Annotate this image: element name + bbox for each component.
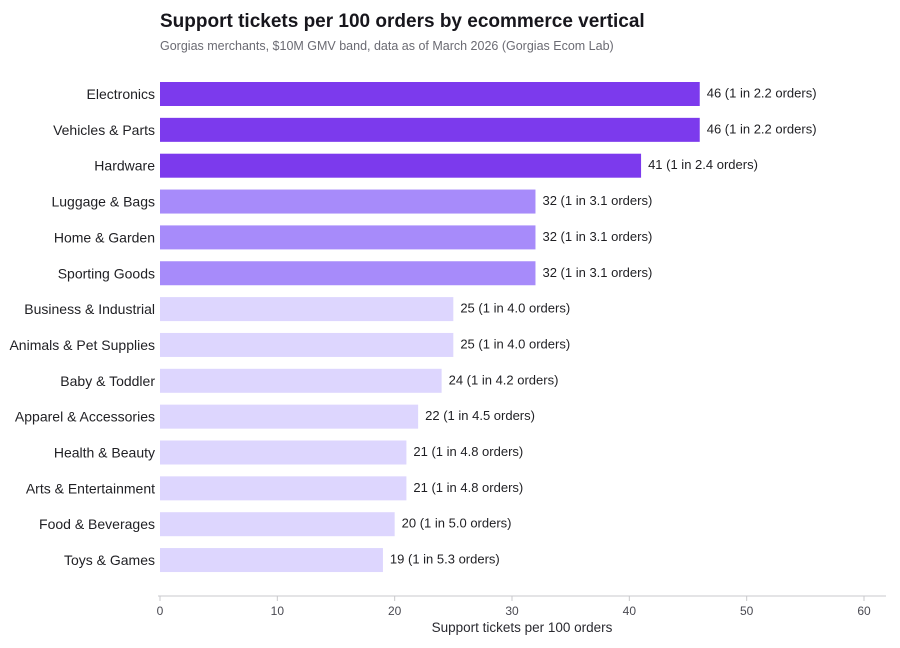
category-label: Hardware bbox=[94, 158, 155, 174]
x-tick-label: 0 bbox=[157, 604, 164, 618]
data-label: 46 (1 in 2.2 orders) bbox=[707, 86, 817, 101]
bar bbox=[160, 189, 536, 214]
category-label: Animals & Pet Supplies bbox=[9, 337, 155, 353]
x-tick-label: 10 bbox=[271, 604, 285, 618]
bar bbox=[160, 404, 419, 429]
bar bbox=[160, 117, 700, 142]
bar bbox=[160, 153, 642, 178]
data-label: 22 (1 in 4.5 orders) bbox=[425, 408, 535, 423]
data-label: 32 (1 in 3.1 orders) bbox=[542, 193, 652, 208]
data-label: 46 (1 in 2.2 orders) bbox=[707, 121, 817, 136]
category-label: Apparel & Accessories bbox=[15, 409, 155, 425]
data-label: 24 (1 in 4.2 orders) bbox=[449, 372, 559, 387]
data-label: 19 (1 in 5.3 orders) bbox=[390, 552, 500, 567]
category-label: Baby & Toddler bbox=[60, 373, 155, 389]
category-label: Food & Beverages bbox=[39, 516, 155, 532]
category-label: Sporting Goods bbox=[58, 265, 155, 281]
data-label: 20 (1 in 5.0 orders) bbox=[402, 516, 512, 531]
category-labels: Electronics Vehicles & Parts Hardware Lugga… bbox=[9, 86, 155, 568]
category-label: Vehicles & Parts bbox=[53, 122, 155, 138]
chart-subtitle: Gorgias merchants, $10M GMV band, data a… bbox=[160, 39, 614, 53]
category-label: Toys & Games bbox=[64, 552, 155, 568]
bar bbox=[160, 440, 407, 465]
category-label: Business & Industrial bbox=[24, 301, 155, 317]
bar bbox=[160, 332, 454, 357]
x-tick-label: 50 bbox=[740, 604, 754, 618]
bar bbox=[160, 82, 700, 106]
data-labels: 46 (1 in 2.2 orders) 46 (1 in 2.2 orders)… bbox=[390, 86, 817, 567]
bar bbox=[160, 548, 383, 573]
bar bbox=[160, 368, 442, 393]
x-tick-label: 60 bbox=[857, 604, 871, 618]
category-label: Home & Garden bbox=[54, 229, 155, 245]
x-tick-label: 20 bbox=[388, 604, 402, 618]
x-axis-title: Support tickets per 100 orders bbox=[432, 620, 613, 635]
bar bbox=[160, 261, 536, 286]
bar bbox=[160, 476, 407, 501]
bar bbox=[160, 225, 536, 250]
data-label: 32 (1 in 3.1 orders) bbox=[542, 229, 652, 244]
x-tick-label: 30 bbox=[505, 604, 519, 618]
category-label: Health & Beauty bbox=[54, 445, 155, 461]
x-tick-label: 40 bbox=[623, 604, 637, 618]
data-label: 21 (1 in 4.8 orders) bbox=[413, 480, 523, 495]
chart-title: Support tickets per 100 orders by ecomme… bbox=[160, 11, 645, 32]
data-label: 25 (1 in 4.0 orders) bbox=[460, 336, 570, 351]
category-label: Arts & Entertainment bbox=[26, 480, 155, 496]
bar bbox=[160, 297, 454, 322]
category-label: Electronics bbox=[87, 86, 155, 102]
data-label: 32 (1 in 3.1 orders) bbox=[542, 265, 652, 280]
data-label: 25 (1 in 4.0 orders) bbox=[460, 301, 570, 316]
data-label: 21 (1 in 4.8 orders) bbox=[413, 444, 523, 459]
category-label: Luggage & Bags bbox=[51, 194, 155, 210]
data-label: 41 (1 in 2.4 orders) bbox=[648, 157, 758, 172]
x-axis-ticks: 0 10 20 30 40 50 60 bbox=[157, 596, 871, 618]
bar bbox=[160, 512, 395, 537]
bars bbox=[160, 82, 700, 573]
